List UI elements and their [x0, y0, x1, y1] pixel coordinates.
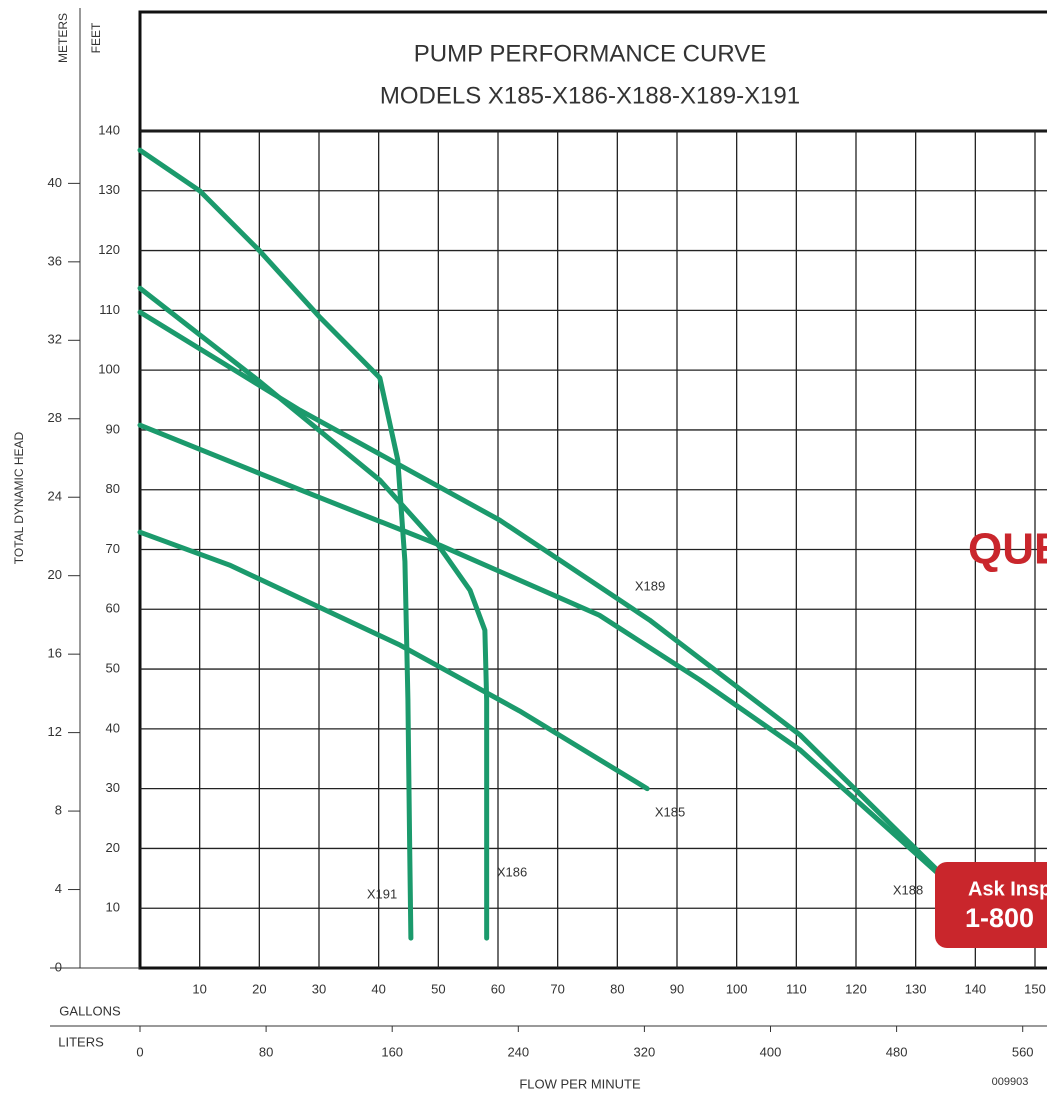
series-label: X191: [367, 886, 397, 901]
advert-line: Ask Insp: [968, 878, 1047, 900]
chart-subtitle: MODELS X185-X186-X188-X189-X191: [380, 82, 800, 109]
y2-tick-label: 4: [55, 881, 62, 896]
x-tick-label: 150: [1024, 981, 1046, 996]
x2-tick-label: 320: [634, 1044, 656, 1059]
y-tick-label: 10: [106, 900, 120, 915]
y-unit: FEET: [89, 22, 103, 53]
y2-tick-label: 16: [48, 646, 62, 661]
series-label: X185: [655, 804, 685, 819]
y-tick-label: 30: [106, 780, 120, 795]
x-tick-label: 60: [491, 981, 505, 996]
advert-line: 1-800: [965, 903, 1034, 933]
x-tick-label: 50: [431, 981, 445, 996]
x-tick-label: 140: [964, 981, 986, 996]
y2-tick-label: 8: [55, 803, 62, 818]
x2-tick-label: 480: [886, 1044, 908, 1059]
x-tick-label: 70: [550, 981, 564, 996]
x2-tick-label: 560: [1012, 1044, 1034, 1059]
y-tick-label: 20: [106, 840, 120, 855]
x-tick-label: 80: [610, 981, 624, 996]
advert: QUE Ask Insp 1-800: [935, 525, 1047, 948]
y2-tick-label: 28: [48, 410, 62, 425]
y2-tick-label: 20: [48, 567, 62, 582]
y2-tick-label: 0: [55, 959, 62, 974]
y-tick-label: 90: [106, 421, 120, 436]
y-tick-label: 60: [106, 601, 120, 616]
chart-code: 009903: [992, 1076, 1029, 1088]
y-tick-label: 130: [98, 182, 120, 197]
y2-tick-label: 24: [48, 489, 62, 504]
x-tick-label: 90: [670, 981, 684, 996]
x-tick-label: 30: [312, 981, 326, 996]
y2-tick-label: 40: [48, 175, 62, 190]
x-tick-label: 130: [905, 981, 927, 996]
chart: PUMP PERFORMANCE CURVE MODELS X185-X186-…: [0, 0, 1047, 1095]
y2-tick-label: 12: [48, 724, 62, 739]
y-tick-label: 120: [98, 242, 120, 257]
x2-tick-label: 0: [136, 1044, 143, 1059]
line-series: [140, 288, 487, 938]
y-tick-label: 110: [99, 302, 120, 317]
y-tick-label: 40: [106, 720, 120, 735]
advert-headline: QUE: [968, 525, 1047, 574]
y-tick-label: 50: [106, 661, 120, 676]
y2-unit: METERS: [56, 13, 70, 63]
x-axis-title: FLOW PER MINUTE: [519, 1076, 641, 1091]
x-unit: GALLONS: [59, 1003, 121, 1018]
x2-tick-label: 400: [760, 1044, 782, 1059]
x2-tick-label: 80: [259, 1044, 273, 1059]
y2-tick-label: 36: [48, 253, 62, 268]
x-tick-label: 110: [786, 981, 807, 996]
chart-title: PUMP PERFORMANCE CURVE: [414, 40, 767, 67]
line-series: [140, 150, 411, 938]
x-tick-label: 100: [726, 981, 748, 996]
series-label: X188: [893, 882, 923, 897]
y-tick-label: 80: [106, 481, 120, 496]
series-label: X189: [635, 578, 665, 593]
x2-tick-label: 160: [381, 1044, 403, 1059]
series-label: X186: [497, 864, 527, 879]
y-tick-label: 140: [98, 122, 120, 137]
x-tick-label: 10: [192, 981, 206, 996]
y2-tick-label: 32: [48, 332, 62, 347]
x-tick-label: 40: [371, 981, 385, 996]
x2-unit: LITERS: [58, 1034, 104, 1049]
y-tick-label: 70: [106, 541, 120, 556]
y-tick-label: 100: [98, 362, 120, 377]
x2-tick-label: 240: [507, 1044, 529, 1059]
x-tick-label: 20: [252, 981, 266, 996]
x-tick-label: 120: [845, 981, 867, 996]
y-axis-title: TOTAL DYNAMIC HEAD: [12, 431, 26, 564]
